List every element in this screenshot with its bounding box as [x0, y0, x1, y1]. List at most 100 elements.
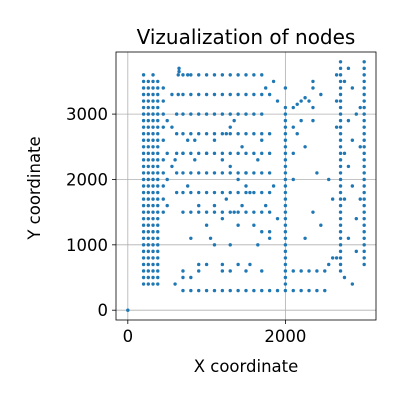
data-point	[252, 112, 256, 116]
data-point	[174, 190, 179, 195]
data-point	[146, 99, 150, 103]
data-point	[271, 79, 276, 84]
data-point	[177, 69, 181, 74]
data-point	[267, 210, 272, 214]
data-point	[264, 203, 268, 208]
data-point	[228, 125, 232, 129]
data-point	[267, 132, 272, 136]
data-point	[156, 164, 160, 169]
data-point	[362, 66, 366, 71]
data-point	[146, 282, 150, 286]
data-point	[204, 151, 209, 156]
x-tick-label: 2000	[264, 327, 306, 346]
data-point	[151, 190, 155, 195]
data-point	[146, 243, 150, 247]
data-point	[197, 210, 201, 214]
data-point	[212, 171, 217, 175]
data-point	[141, 262, 146, 267]
data-point	[283, 249, 288, 254]
data-point	[283, 216, 288, 221]
data-point	[244, 112, 248, 116]
data-point	[141, 145, 146, 149]
data-point	[338, 73, 343, 77]
data-point	[283, 282, 288, 286]
data-point	[189, 210, 193, 214]
data-point	[228, 151, 232, 156]
data-point	[330, 197, 335, 201]
data-point	[338, 92, 343, 97]
data-point	[338, 243, 343, 247]
data-point	[204, 288, 209, 293]
data-point	[334, 99, 339, 103]
plot-frame	[115, 51, 377, 321]
data-point	[354, 216, 358, 221]
data-point	[350, 184, 355, 188]
data-point	[283, 86, 288, 90]
data-point	[338, 79, 343, 84]
data-point	[327, 262, 331, 267]
data-point	[362, 236, 366, 240]
data-point	[338, 145, 343, 149]
data-point	[303, 145, 307, 149]
data-point	[141, 203, 146, 208]
data-point	[197, 203, 201, 208]
data-point	[232, 210, 236, 214]
data-point	[220, 190, 225, 195]
data-point	[283, 158, 288, 162]
data-point	[156, 190, 160, 195]
y-tick-label: 2000	[66, 170, 108, 189]
data-point	[141, 79, 146, 84]
data-point	[244, 210, 248, 214]
data-point	[252, 151, 256, 156]
data-point	[291, 288, 295, 293]
data-point	[181, 190, 185, 195]
axis-ticks: 0 2000 0 1000 2000 3000	[66, 105, 306, 346]
data-point	[212, 73, 217, 77]
data-point	[350, 86, 355, 90]
data-point	[354, 112, 358, 116]
data-point	[338, 171, 343, 175]
data-point	[283, 223, 288, 227]
data-point	[220, 216, 225, 221]
data-point	[141, 223, 146, 227]
data-point	[141, 216, 146, 221]
data-point	[244, 184, 248, 188]
data-point	[189, 275, 193, 280]
data-point	[151, 145, 155, 149]
data-point	[362, 158, 366, 162]
data-point	[342, 275, 347, 280]
data-point	[146, 118, 150, 123]
data-point	[362, 118, 366, 123]
data-point	[156, 105, 160, 110]
data-point	[248, 262, 252, 267]
data-point	[141, 210, 146, 214]
data-point	[151, 203, 155, 208]
data-point	[244, 92, 248, 97]
data-point	[303, 236, 307, 240]
data-point	[338, 197, 343, 201]
y-tick-label: 0	[98, 301, 109, 320]
data-point	[197, 171, 201, 175]
data-point	[156, 184, 160, 188]
data-point	[362, 99, 366, 103]
data-point	[267, 171, 272, 175]
data-point	[151, 230, 155, 234]
data-point	[362, 262, 366, 267]
data-point	[362, 223, 366, 227]
data-point	[204, 262, 209, 267]
data-point	[220, 73, 225, 77]
data-point	[311, 79, 315, 84]
data-point	[275, 288, 280, 293]
data-point	[228, 243, 232, 247]
data-point	[156, 125, 160, 129]
data-point	[264, 86, 268, 90]
data-point	[283, 171, 288, 175]
data-point	[186, 73, 190, 77]
data-point	[338, 249, 343, 254]
data-point	[323, 288, 327, 293]
data-point	[204, 112, 209, 116]
data-point	[141, 282, 146, 286]
data-point	[146, 230, 150, 234]
data-point	[299, 269, 303, 273]
data-point	[146, 269, 150, 273]
